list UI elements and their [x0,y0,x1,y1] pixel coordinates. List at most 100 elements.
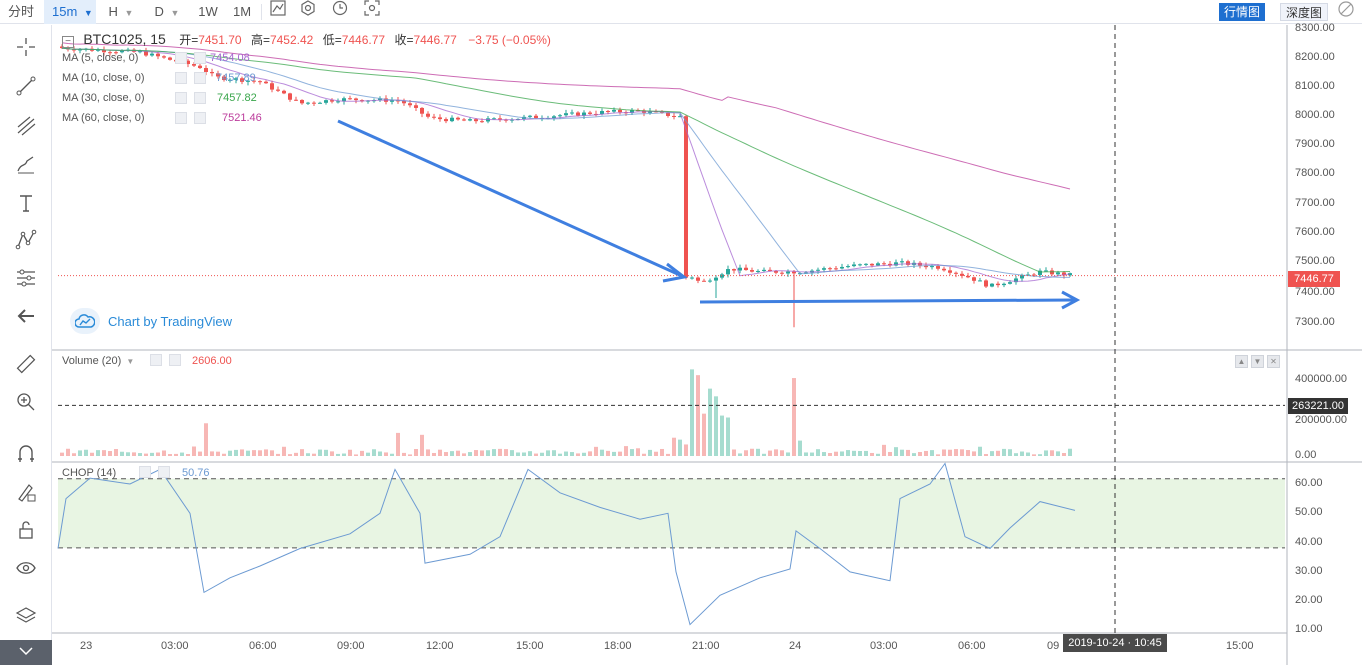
ma5-settings-icon[interactable] [175,52,187,64]
pitchfork-icon[interactable] [11,110,41,140]
ma60-legend[interactable]: MA (60, close, 0) 7521.46 [62,110,262,126]
low-label: 低= [322,33,342,47]
compare-icon[interactable] [1334,0,1358,24]
volume-bar [456,450,460,456]
pane-close-icon[interactable]: ✕ [1267,355,1280,368]
volume-legend[interactable]: Volume (20) ▼ 2606.00 [62,353,232,369]
volume-bar [408,454,412,456]
candle [954,272,958,274]
time-tick: 15:00 [516,640,544,652]
volume-bar [1032,454,1036,456]
interval-d-dropdown[interactable]: D ▼ [150,0,184,24]
flat-arrow-line [699,298,1076,304]
chop-close-icon[interactable] [158,466,170,478]
volume-bar [120,451,124,456]
pane-down-icon[interactable]: ▼ [1251,355,1264,368]
interval-15m-dropdown[interactable]: 15m ▼ [44,0,96,24]
pattern-icon[interactable] [11,225,41,255]
chop-legend[interactable]: CHOP (14) 50.76 [62,465,210,481]
volume-bar [468,452,472,456]
chop-settings-icon[interactable] [139,466,151,478]
candle [78,49,82,51]
ma10-label: MA (10, close, 0) [62,72,145,84]
pane-up-icon[interactable]: ▲ [1235,355,1248,368]
ruler-icon[interactable] [11,349,41,379]
interval-1m-button[interactable]: 1M [232,4,252,19]
depth-view-button[interactable]: 深度图 [1280,3,1329,21]
price-tick: 8300.00 [1295,22,1335,34]
trend-line-icon[interactable] [11,71,41,101]
interval-1w-button[interactable]: 1W [198,4,218,19]
candle [348,98,352,100]
volume-bar [264,449,268,456]
chart-type-icon[interactable] [266,0,290,24]
volume-bar [312,453,316,456]
magnet-icon[interactable] [11,439,41,469]
candle [708,280,712,282]
ma60-close-icon[interactable] [194,112,206,124]
ma30-close-icon[interactable] [194,92,206,104]
ma60-settings-icon[interactable] [175,112,187,124]
interval-h-dropdown[interactable]: H ▼ [104,0,138,24]
ma30-settings-icon[interactable] [175,92,187,104]
candle [1038,270,1042,275]
ma10-close-icon[interactable] [194,72,206,84]
tradingview-badge[interactable]: Chart by TradingView [70,308,232,334]
volume-bar [372,449,376,456]
symbol-label[interactable]: BTC1025, 15 [83,31,166,47]
ma5-close-icon[interactable] [194,52,206,64]
volume-bar [480,450,484,456]
candle [942,268,946,271]
volume-bar [828,453,832,456]
volume-settings-icon[interactable] [150,354,162,366]
candle [420,107,424,114]
volume-bar [822,452,826,456]
volume-bar [720,415,724,456]
zoom-in-icon[interactable] [11,387,41,417]
candle [426,113,430,117]
volume-bar [144,453,148,456]
back-arrow-icon[interactable] [11,301,41,331]
volume-label: Volume (20) [62,355,122,367]
volume-bar [600,449,604,456]
layers-icon[interactable] [11,601,41,631]
candle [534,115,538,119]
eye-icon[interactable] [11,553,41,583]
candle [888,263,892,266]
ma5-legend[interactable]: MA (5, close, 0) 7454.08 [62,50,250,66]
volume-bar [690,369,694,456]
settings-icon[interactable] [296,0,320,24]
collapse-legend-icon[interactable]: − [62,36,74,48]
candle [630,110,634,113]
ma30-legend[interactable]: MA (30, close, 0) 7457.82 [62,90,257,106]
chop-tick: 30.00 [1295,565,1323,577]
candle [612,109,616,112]
volume-close-icon[interactable] [169,354,181,366]
ma10-settings-icon[interactable] [175,72,187,84]
forecast-icon[interactable] [11,263,41,293]
candle [114,52,118,54]
clock-icon[interactable] [328,0,352,24]
text-tool-icon[interactable] [11,188,41,218]
interval-timeline-button[interactable]: 分时 [7,4,34,19]
collapse-toolbar-button[interactable] [0,640,52,665]
ma30-value: 7457.82 [217,92,257,104]
volume-bar [186,454,190,456]
volume-bar [612,451,616,456]
candle [744,267,748,271]
candle [414,105,418,108]
unlock-icon[interactable] [11,515,41,545]
volume-bar [708,388,712,456]
crosshair-icon[interactable] [11,32,41,62]
screenshot-icon[interactable] [360,0,384,24]
volume-bar [954,449,958,456]
volume-bar [300,449,304,456]
ma10-legend[interactable]: MA (10, close, 0) 7457.89 [62,70,256,86]
candle [1002,283,1006,286]
kline-view-button[interactable]: 行情图 [1219,3,1266,21]
volume-bar [270,450,274,456]
volume-bar [630,449,634,456]
brush-icon[interactable] [11,149,41,179]
lock-drawing-icon[interactable] [11,477,41,507]
